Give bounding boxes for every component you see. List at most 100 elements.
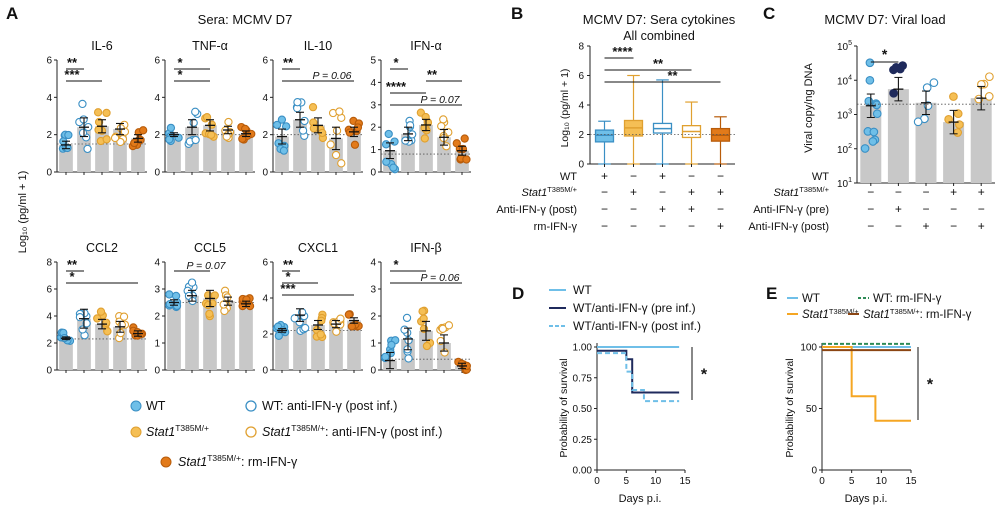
data-point [102,318,111,327]
y-tick-label: 2 [262,330,268,341]
y-tick-label: 8 [46,258,52,269]
y-tick-label: 3 [370,100,376,111]
y-tick-label: 4 [46,93,52,104]
y-tick-label: 0.00 [573,466,593,477]
x-tick-label: 10 [650,476,662,487]
bar [943,122,965,183]
panel-d-xlabel: Days p.i. [619,493,662,505]
c-matrix-cell: − [895,219,902,233]
subchart-il-10: IL-10 0 2 4 6 ** P = 0.06 [262,39,363,179]
c-matrix-cell: − [922,202,929,216]
subchart-il-6: IL-6 0 2 4 6 ***** [46,39,148,179]
panel-d-letter: D [512,284,524,303]
b-matrix-cell: − [659,185,666,199]
data-point [418,307,427,316]
legend-wt-label: WT [146,399,166,413]
data-point [279,146,289,155]
panel-b-ylabel: Log₁₀ (pg/ml + 1) [559,69,571,148]
legend-stat-sup: T385M/+ [175,423,209,433]
data-point [203,300,213,310]
significance-label: * [701,367,708,384]
legend-stat-text: Stat1 [146,425,175,439]
panel-a-title: Sera: MCMV D7 [198,12,293,27]
legend-wt-anti-label: WT: anti-IFN-γ (post inf.) [262,399,397,413]
y-tick-label: 4 [46,312,52,323]
data-point [985,72,994,82]
data-point [191,107,200,116]
y-tick-label: 0 [370,168,376,179]
subchart-ifn-: IFN-β 0 1 2 3 4 * P = 0.06 [370,241,471,377]
c-matrix-cell: − [867,185,874,199]
b-row-wt: WT [560,171,577,183]
data-point [219,300,228,309]
significance-label: * [177,55,183,70]
y-tick-label: 3 [154,285,160,296]
significance-label: * [177,67,183,82]
c-row-pre: Anti-IFN-γ (pre) [753,204,829,216]
data-point [929,78,939,87]
significance-label: P = 0.06 [312,70,351,82]
b-row-rm: rm-IFN-γ [534,221,578,233]
data-point [300,116,309,126]
bar [347,320,361,370]
b-matrix-cell: − [630,219,637,233]
y-tick-label: 6 [46,56,52,67]
x-tick-label: 15 [679,476,691,487]
x-tick-label: 10 [876,476,888,487]
panel-c-conditions: WT Stat1T385M/+ Anti-IFN-γ (pre) Anti-IF… [748,171,829,233]
b-matrix-cell: − [688,219,695,233]
y-tick-label: 5 [370,56,376,67]
data-point [102,108,111,118]
bar [970,98,992,183]
y-tick-label: 0 [154,168,160,179]
data-point [869,127,879,137]
data-point [64,130,73,140]
panel-b-conditions: WT Stat1T385M/+ Anti-IFN-γ (post) rm-IFN… [496,171,577,233]
survival-curve [822,346,911,422]
subchart-ccl5: CCL5 0 1 2 3 4 P = 0.07 [154,241,255,377]
b-row-stat-text: Stat1 [522,187,548,199]
y-tick-label: 8 [578,42,584,53]
data-point [444,321,454,330]
data-point [331,150,341,160]
tick-base: 10 [837,76,849,87]
data-point [82,319,91,328]
bar [329,324,343,370]
subchart-title: IL-6 [91,39,113,53]
c-matrix-cell: − [922,185,929,199]
data-point [865,58,875,68]
panel-b-subtitle: All combined [623,29,695,43]
data-point [384,129,393,139]
data-point [437,121,446,131]
data-point [400,325,409,334]
data-point [381,140,391,149]
panel-e-letter: E [766,284,777,303]
legend-stat-marker [130,426,142,438]
survival-curve [597,352,680,403]
data-point [116,328,125,338]
c-matrix-cell: + [978,219,985,233]
significance-label: * [393,257,399,272]
legend-stat-anti-suffix: : anti-IFN-γ (post inf.) [325,425,442,439]
data-point [422,341,432,351]
survival-curve [597,349,680,394]
y-tick-label: 105 [837,40,852,53]
data-point [222,132,231,141]
data-point [438,324,447,333]
data-point [205,309,214,318]
data-point [139,126,148,135]
y-tick-label: 0 [262,366,268,377]
bar [59,338,73,370]
b-matrix-cell: − [630,202,637,216]
significance-label: ** [283,257,294,272]
y-tick-label: 2 [46,339,52,350]
subchart-title: TNF-α [192,39,228,53]
b-matrix-cell: − [688,169,695,183]
panel-e-ylabel: Probability of survival [784,358,796,457]
data-point [165,135,174,144]
legend-wt-marker [130,400,142,412]
c-matrix-cell: + [922,219,929,233]
data-point [389,163,398,172]
y-tick-label: 0.50 [573,404,593,415]
